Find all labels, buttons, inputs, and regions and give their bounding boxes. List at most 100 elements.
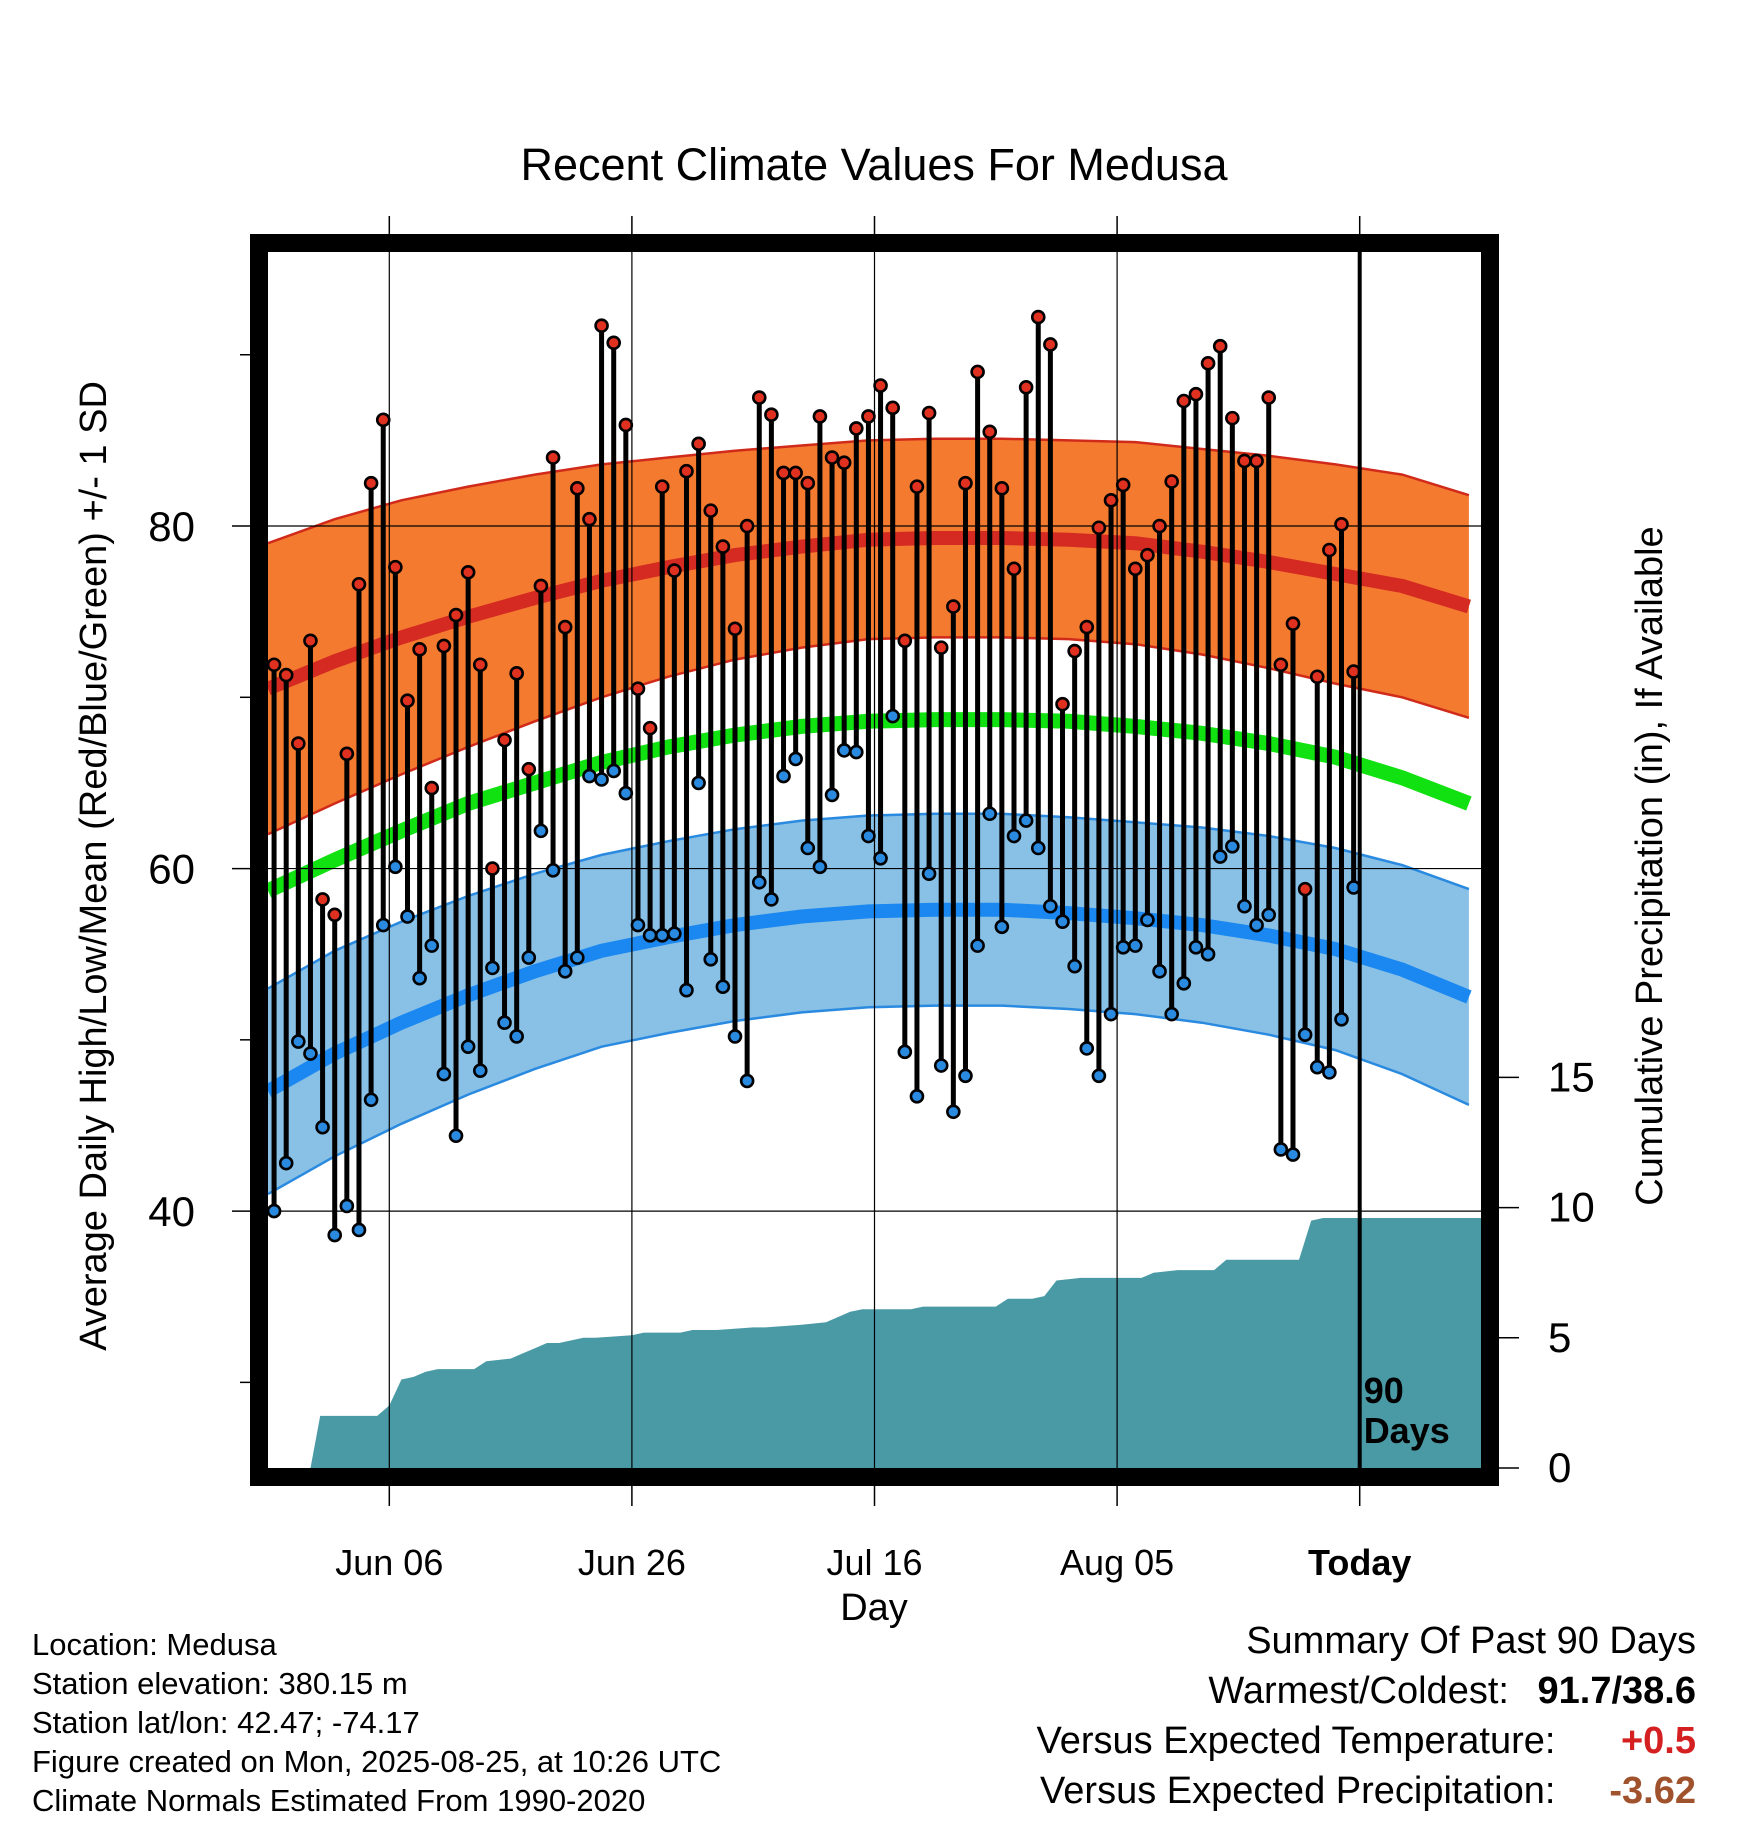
low-point — [824, 787, 840, 803]
high-point — [933, 640, 949, 655]
low-point — [582, 768, 597, 784]
high-point — [606, 335, 622, 351]
low-point — [667, 926, 682, 941]
high-point — [278, 667, 294, 683]
high-point — [800, 475, 816, 491]
chart-title: Recent Climate Values For Medusa — [521, 139, 1229, 190]
low-sd-band-fill — [268, 813, 1469, 1194]
high-point — [375, 412, 391, 428]
high-point — [776, 465, 791, 481]
low-point — [909, 1089, 925, 1104]
low-point — [1152, 964, 1167, 979]
info-latlon: Station lat/lon: 42.47; -74.17 — [32, 1705, 420, 1740]
high-point — [1018, 380, 1034, 395]
plot-frame — [250, 234, 1499, 1486]
daily-range-bars — [268, 309, 1361, 1243]
summary-warmest-coldest: Warmest/Coldest: 91.7/38.6 — [1208, 1670, 1696, 1713]
high-point — [1297, 881, 1313, 897]
low-point — [1249, 917, 1264, 933]
low-point — [1285, 1147, 1301, 1162]
low-point — [885, 708, 900, 724]
high-point — [691, 436, 706, 452]
low-point — [1334, 1011, 1349, 1027]
low-point — [849, 744, 864, 760]
high-point — [994, 481, 1010, 496]
low-point — [691, 775, 706, 791]
y2-tick-label: 10 — [1548, 1184, 1595, 1231]
low-point — [533, 823, 549, 839]
low-point — [1164, 1006, 1179, 1022]
high-point — [1249, 453, 1264, 469]
y-axis-label: Average Daily High/Low/Mean (Red/Blue/Gr… — [73, 381, 115, 1351]
info-elevation: Station elevation: 380.15 m — [32, 1666, 408, 1701]
summary-heading: Summary Of Past 90 Days — [1246, 1620, 1696, 1662]
low-point — [545, 862, 561, 878]
low-point — [315, 1119, 330, 1135]
high-point — [958, 475, 973, 491]
high-point — [1140, 547, 1155, 563]
high-point — [751, 390, 767, 405]
high-point — [849, 421, 864, 436]
axis-tick-labels: Jun 06 Jun 26 Jul 16 Aug 05 Today 40 60 80 0 5 10 1… — [148, 503, 1594, 1583]
high-point — [1055, 696, 1070, 712]
high-point — [1043, 337, 1058, 352]
low-point — [521, 950, 537, 965]
summary-precip: Versus Expected Precipitation: -3.62 — [1040, 1770, 1696, 1813]
low-point — [727, 1029, 743, 1044]
low-point — [1176, 976, 1192, 991]
today-days-line: 90 — [1364, 1370, 1404, 1411]
low-point — [1055, 914, 1070, 929]
low-point — [776, 768, 791, 784]
low-point — [788, 751, 803, 767]
today-days-label: 90 Days — [1364, 1370, 1450, 1451]
low-point — [1091, 1068, 1107, 1084]
low-point — [630, 917, 646, 933]
low-point — [412, 970, 427, 986]
high-point — [1200, 356, 1216, 371]
y-tick-label: 40 — [148, 1188, 195, 1235]
high-point — [497, 732, 512, 748]
high-point — [485, 861, 500, 876]
high-point — [812, 409, 828, 424]
high-point — [982, 424, 998, 440]
high-point — [897, 633, 913, 649]
low-point — [861, 828, 876, 844]
temp-label: Versus Expected Temperature: — [1036, 1720, 1556, 1762]
precip-area — [310, 1218, 1481, 1468]
high-point — [764, 407, 779, 423]
warmest-coldest-value: 91.7/38.6 — [1537, 1670, 1696, 1712]
low-point — [278, 1155, 294, 1171]
precipitation-area — [310, 1218, 1481, 1468]
low-point — [460, 1039, 476, 1054]
low-point — [268, 1203, 282, 1219]
high-point — [1285, 616, 1301, 631]
x-tick-label: Jun 06 — [335, 1542, 443, 1583]
high-point — [970, 364, 985, 380]
low-point — [836, 743, 852, 758]
high-point — [545, 450, 561, 465]
low-point — [1225, 838, 1240, 854]
high-point — [521, 761, 537, 777]
high-point — [1322, 542, 1337, 558]
low-point — [958, 1068, 973, 1084]
low-point — [1030, 840, 1046, 856]
low-point — [764, 892, 779, 907]
low-point — [606, 763, 622, 779]
x-tick-label: Jun 26 — [578, 1542, 686, 1583]
low-point — [1140, 912, 1155, 928]
high-point — [1115, 477, 1131, 493]
low-point — [339, 1198, 355, 1214]
low-point — [1297, 1027, 1313, 1042]
low-point — [351, 1222, 367, 1238]
high-point — [642, 720, 658, 736]
y2-tick-label: 0 — [1548, 1444, 1571, 1491]
high-point — [861, 409, 876, 424]
info-created: Figure created on Mon, 2025-08-25, at 10… — [32, 1744, 722, 1779]
y-tick-label: 80 — [148, 503, 195, 550]
low-point — [363, 1092, 379, 1108]
high-point — [460, 564, 476, 580]
high-point — [667, 563, 682, 578]
high-point — [873, 378, 888, 393]
x-tick-label: Today — [1308, 1542, 1411, 1583]
